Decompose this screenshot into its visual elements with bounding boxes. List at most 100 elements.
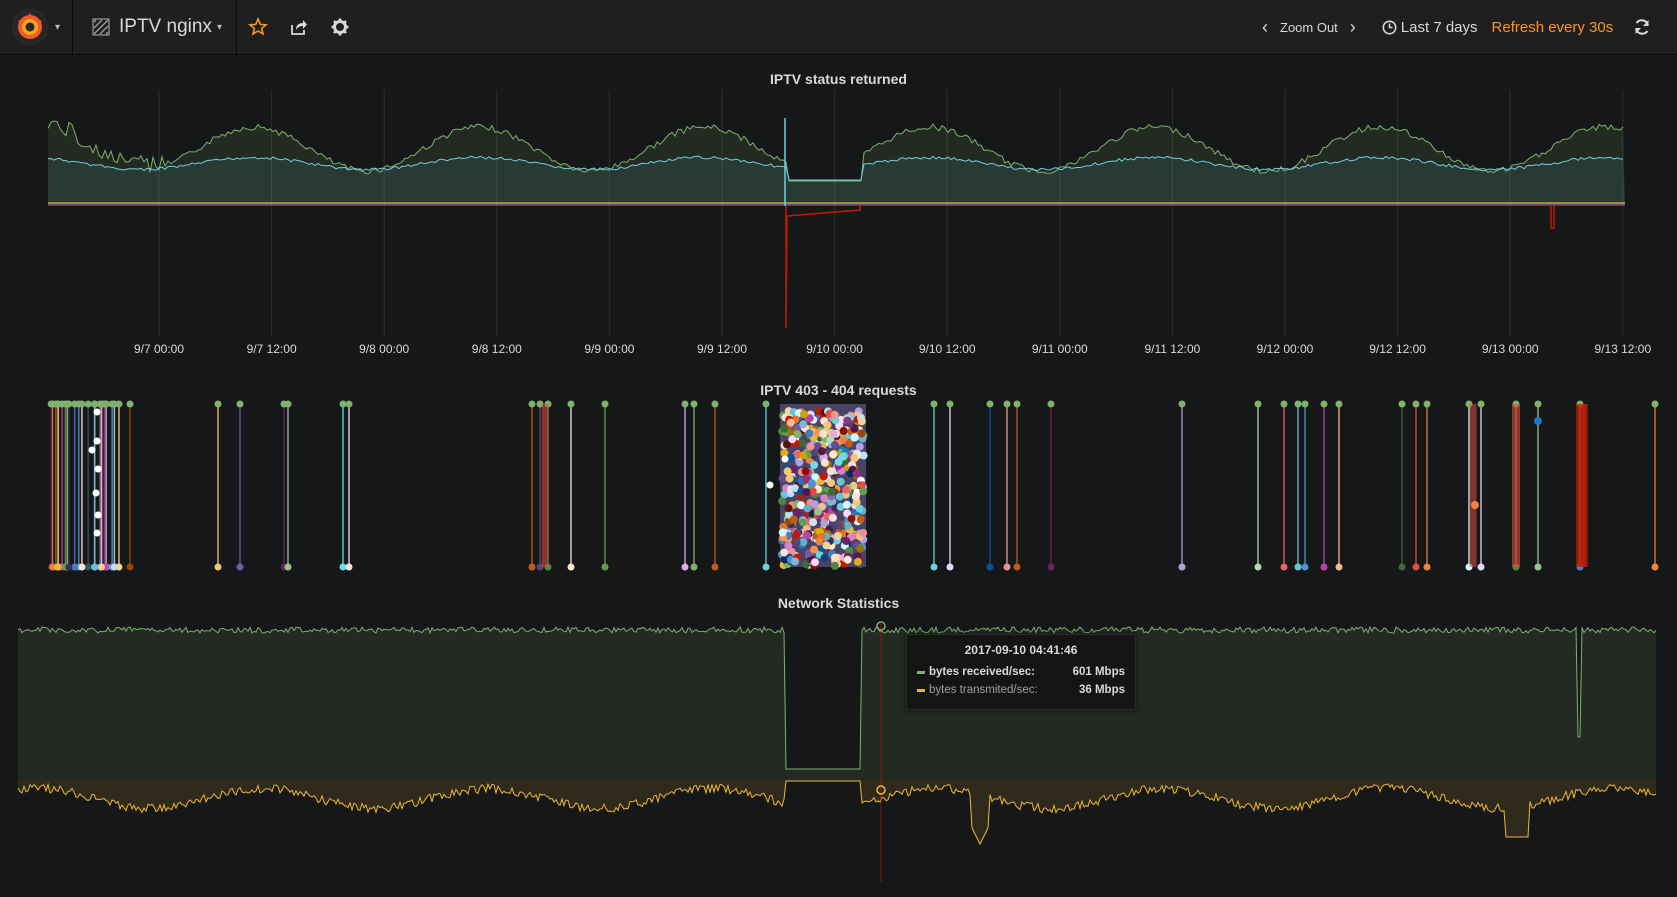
event-marker: [859, 529, 868, 537]
event-marker: [811, 558, 819, 567]
event-marker: [91, 563, 99, 571]
event-marker: [65, 563, 73, 571]
x-axis-tick-label: 9/11 00:00: [1031, 342, 1088, 356]
event-marker: [766, 481, 774, 489]
event-marker: [850, 453, 859, 462]
tooltip-series-name: bytes transmited/sec:: [929, 684, 1038, 696]
status-graph[interactable]: [0, 88, 1677, 378]
event-marker: [1254, 563, 1262, 571]
event-marker: [853, 557, 862, 566]
event-marker: [785, 474, 794, 483]
event-marker: [847, 514, 856, 523]
event-marker: [808, 487, 817, 496]
event-marker: [826, 435, 835, 444]
x-axis-tick-label: 9/10 12:00: [918, 342, 976, 356]
event-marker: [843, 416, 852, 425]
legend-swatch: [917, 670, 925, 674]
event-marker: [852, 469, 861, 478]
event-marker: [93, 408, 101, 416]
dashboard-picker[interactable]: IPTV nginx ▾: [76, 0, 237, 54]
event-marker: [850, 424, 859, 433]
event-marker: [778, 528, 787, 537]
event-marker: [1320, 563, 1328, 571]
event-marker: [830, 410, 839, 419]
event-marker: [807, 479, 816, 488]
tooltip-row-transmitted: bytes transmited/sec: 36 Mbps: [907, 681, 1135, 699]
event-marker: [799, 451, 808, 460]
hover-point: [876, 785, 886, 795]
event-marker: [1471, 501, 1479, 509]
event-marker: [793, 430, 802, 439]
event-marker: [802, 560, 811, 569]
event-marker: [803, 531, 812, 540]
tooltip-series-value: 601 Mbps: [1072, 666, 1125, 678]
share-icon[interactable]: [289, 17, 309, 37]
event-marker: [788, 435, 797, 444]
event-marker: [84, 400, 92, 408]
event-marker: [830, 441, 839, 449]
chevron-down-icon: ▾: [216, 21, 222, 33]
event-marker: [813, 442, 822, 450]
graph-tooltip: 2017-09-10 04:41:46 bytes received/sec: …: [906, 634, 1136, 710]
event-marker: [94, 465, 102, 473]
series-line-red: [1550, 206, 1555, 229]
time-range-button[interactable]: Last 7 days: [1382, 19, 1478, 36]
event-marker: [810, 461, 819, 469]
refresh-interval-label[interactable]: Refresh every 30s: [1491, 18, 1614, 36]
event-marker: [345, 400, 353, 408]
event-marker: [97, 400, 105, 408]
event-marker: [54, 400, 62, 408]
event-marker: [681, 563, 689, 571]
event-marker: [799, 410, 808, 419]
gear-icon[interactable]: [330, 17, 350, 37]
event-marker: [97, 563, 105, 571]
chevron-left-icon[interactable]: ‹: [1262, 16, 1268, 37]
event-marker: [762, 563, 770, 571]
event-marker: [781, 455, 789, 463]
refresh-icon[interactable]: [1632, 17, 1652, 37]
event-marker: [829, 430, 838, 438]
event-marker: [856, 515, 865, 524]
event-marker: [829, 450, 838, 459]
event-marker: [54, 563, 62, 571]
event-marker: [836, 502, 845, 511]
event-marker: [845, 439, 853, 448]
event-marker: [1047, 400, 1055, 408]
time-controls: ‹ Zoom Out › Last 7 days Refresh every 3…: [1262, 0, 1613, 54]
tooltip-row-received: bytes received/sec: 601 Mbps: [907, 663, 1135, 681]
event-marker: [855, 504, 864, 513]
event-marker: [780, 449, 789, 458]
event-marker: [284, 563, 292, 571]
event-marker: [1477, 400, 1485, 408]
event-marker: [1651, 400, 1659, 408]
event-marker: [946, 400, 954, 408]
event-marker: [1178, 400, 1186, 408]
star-icon[interactable]: [247, 16, 269, 37]
event-marker: [930, 563, 938, 571]
x-axis-tick-label: 9/8 00:00: [359, 342, 410, 356]
event-marker: [71, 400, 79, 408]
event-marker: [843, 521, 852, 530]
event-marker: [1294, 563, 1302, 571]
event-marker: [1534, 563, 1542, 571]
event-marker: [784, 541, 793, 550]
event-marker: [789, 515, 798, 524]
event-marker: [819, 472, 828, 481]
event-marker: [787, 453, 796, 462]
network-graph[interactable]: [0, 612, 1677, 887]
errors-graph[interactable]: [0, 397, 1677, 582]
chevron-right-icon[interactable]: ›: [1349, 16, 1356, 37]
x-axis-tick-label: 9/7 12:00: [246, 342, 297, 356]
event-marker: [856, 544, 865, 553]
zoom-out-button[interactable]: Zoom Out: [1280, 19, 1338, 35]
event-marker: [817, 447, 826, 456]
event-marker: [810, 448, 819, 457]
event-marker: [857, 417, 866, 426]
series-line-blue: [47, 155, 1624, 181]
event-marker: [839, 452, 847, 461]
event-marker: [792, 531, 801, 540]
event-marker: [799, 518, 807, 527]
grafana-menu-button[interactable]: ▾: [0, 0, 73, 54]
event-marker: [820, 518, 829, 527]
event-marker: [528, 400, 536, 408]
